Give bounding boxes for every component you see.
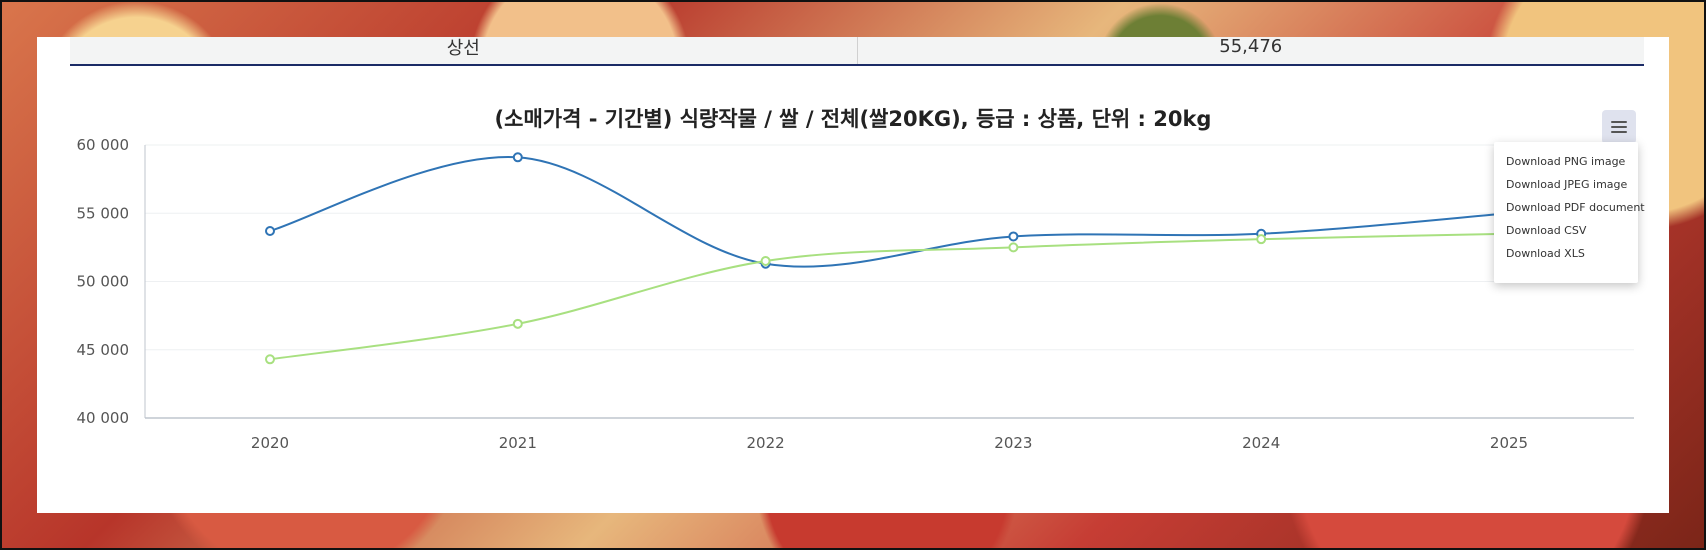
y-axis-tick-label-1: 55 000	[77, 204, 130, 222]
series-1-point-2022	[760, 256, 771, 267]
chart-menu-button[interactable]	[1602, 110, 1636, 144]
y-axis-tick-label-4: 40 000	[77, 409, 130, 427]
download-jpeg-menu-item[interactable]: Download JPEG image	[1506, 178, 1628, 191]
chart-card: 상선 55,476 60 000 55 000 50 000 45 000 40 000…	[37, 37, 1669, 513]
download-pdf-menu-item[interactable]: Download PDF document	[1506, 201, 1645, 214]
x-axis-tick-label-2023: 2023	[994, 434, 1032, 452]
x-axis-tick-label-2024: 2024	[1242, 434, 1280, 452]
download-png-menu-item[interactable]: Download PNG image	[1506, 155, 1626, 168]
hamburger-menu-icon	[1611, 121, 1627, 133]
y-axis-tick-label-0: 60 000	[77, 136, 130, 154]
summary-table: 상선 55,476	[70, 37, 1644, 66]
download-xls-menu-item[interactable]: Download XLS	[1506, 247, 1585, 260]
series-1-point-2024	[1256, 234, 1267, 245]
chart-area: 60 000 55 000 50 000 45 000 40 000 2020 2021 20…	[37, 37, 1669, 513]
x-axis-tick-label-2025: 2025	[1490, 434, 1528, 452]
y-axis-tick-label-3: 45 000	[77, 341, 130, 359]
series-line-0	[269, 156, 1510, 268]
x-axis-tick-label-2021: 2021	[499, 434, 537, 452]
summary-left-cell: 상선	[446, 37, 480, 59]
series-0-point-2023	[1008, 231, 1019, 242]
series-1-point-2023	[1008, 242, 1019, 253]
y-axis-tick-label-2: 50 000	[77, 273, 130, 291]
series-1-point-2020	[265, 354, 275, 365]
series-0-point-2021	[512, 152, 523, 163]
chart-download-menu: Download PNG image Download JPEG image D…	[1494, 142, 1645, 283]
line-chart-svg: 60 000 55 000 50 000 45 000 40 000 2020 2021 20…	[77, 136, 1634, 452]
x-axis-tick-label-2020: 2020	[251, 434, 289, 452]
x-axis-tick-label-2022: 2022	[747, 434, 785, 452]
chart-title: (소매가격 - 기간별) 식량작물 / 쌀 / 전체(쌀20KG), 등급 : …	[494, 107, 1212, 131]
series-line-1	[269, 232, 1510, 361]
series-0-point-2020	[265, 225, 275, 236]
summary-right-cell: 55,476	[856, 37, 1645, 64]
download-csv-menu-item[interactable]: Download CSV	[1506, 224, 1587, 237]
series-1-point-2021	[512, 318, 523, 329]
